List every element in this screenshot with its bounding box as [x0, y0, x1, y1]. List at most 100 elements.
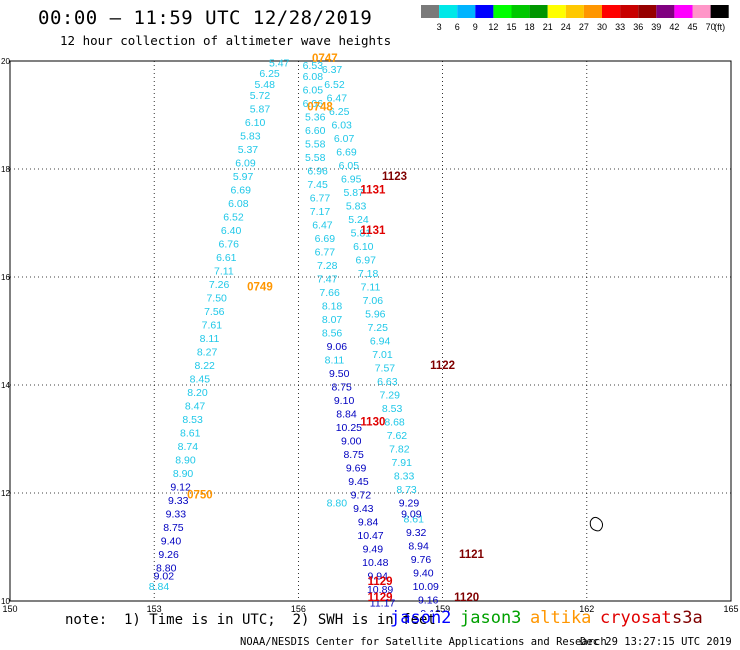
wave-height-value: 10.09 — [413, 581, 439, 593]
colorbar-label: 21 — [543, 22, 553, 32]
wave-height-value: 7.45 — [307, 179, 328, 191]
colorbar-label: 24 — [561, 22, 571, 32]
colorbar-label: 3 — [437, 22, 442, 32]
track-time-label: 1131 — [360, 225, 386, 237]
lat-tick-label: 10 — [1, 597, 10, 606]
page-title: 00:00 — 11:59 UTC 12/28/2019 — [38, 7, 373, 29]
colorbar-label: 39 — [651, 22, 661, 32]
colorbar-swatch — [511, 5, 530, 18]
wave-height-value: 8.20 — [187, 387, 208, 399]
wave-height-value: 8.11 — [200, 333, 220, 345]
wave-height-value: 5.87 — [343, 187, 364, 199]
wave-height-value: 8.73 — [396, 484, 417, 496]
colorbar-label: 15 — [506, 22, 516, 32]
track-time-label: 1130 — [360, 417, 385, 429]
track-time-label: 0747 — [312, 53, 338, 65]
wave-height-value: 6.52 — [324, 79, 345, 91]
lat-tick-label: 12 — [1, 489, 10, 498]
wave-height-value: 9.33 — [166, 508, 187, 520]
wave-height-value: 7.47 — [317, 273, 338, 285]
wave-height-value: 6.69 — [231, 184, 252, 196]
wave-height-value: 6.09 — [235, 157, 256, 169]
colorbar-swatch — [638, 5, 657, 18]
wave-height-value: 6.37 — [322, 64, 343, 76]
wave-height-value: 8.47 — [185, 400, 206, 412]
track-time-label: 1123 — [382, 171, 407, 183]
wave-height-value: 7.01 — [372, 349, 393, 361]
wave-height-value: 9.09 — [401, 508, 422, 520]
wave-height-value: 8.45 — [190, 373, 211, 385]
wave-height-value: 6.47 — [327, 93, 348, 105]
legend-s3a: s3a — [672, 608, 703, 628]
wave-height-value: 7.62 — [387, 430, 408, 442]
wave-height-value: 6.05 — [339, 160, 360, 172]
wave-height-value: 6.69 — [336, 147, 357, 159]
wave-height-value: 8.94 — [408, 541, 429, 553]
lon-tick-label: 150 — [2, 604, 17, 612]
wave-height-value: 9.43 — [353, 503, 374, 515]
colorbar-label: 6 — [455, 22, 460, 32]
wave-height-value: 5.96 — [365, 309, 386, 321]
wave-height-value: 5.48 — [255, 79, 276, 91]
color-scale-legend: 3 6 9 12 15 18 21 24 27 30 33 36 39 42 45 70(ft) — [421, 5, 729, 32]
wave-height-value: 9.00 — [341, 435, 362, 447]
wave-height-value: 6.69 — [315, 233, 336, 245]
lon-tick-label: 159 — [435, 604, 450, 612]
lon-tick-label: 165 — [723, 604, 738, 612]
wave-height-value: 8.75 — [331, 381, 352, 393]
colorbar-label: 45 — [687, 22, 697, 32]
wave-height-value: 6.05 — [303, 84, 324, 96]
wave-height-value: 9.16 — [418, 595, 439, 607]
track-time-label: 1129 — [368, 592, 393, 604]
colorbar-label: 36 — [633, 22, 643, 32]
legend-altika: altika — [530, 608, 592, 628]
wave-height-value: 9.76 — [411, 554, 432, 566]
wave-height-value: 7.17 — [310, 206, 331, 218]
footnote: note: 1) Time is in UTC; 2) SWH is in fe… — [65, 612, 436, 628]
wave-height-value: 8.18 — [322, 300, 343, 312]
wave-height-value: 7.66 — [319, 287, 340, 299]
wave-height-value: 6.25 — [329, 106, 350, 118]
wave-height-value: 6.61 — [216, 252, 237, 264]
wave-height-value: 6.52 — [223, 211, 244, 223]
wave-height-value: 6.03 — [331, 120, 352, 132]
wave-height-value: 5.58 — [305, 138, 326, 150]
wave-height-value: 5.83 — [240, 130, 261, 142]
track-time-label: 1120 — [454, 592, 479, 604]
colorbar-label: 70 — [706, 22, 716, 32]
wave-height-value: 10.47 — [357, 530, 383, 542]
wave-height-value: 6.97 — [355, 255, 376, 267]
wave-height-value: 8.33 — [394, 471, 415, 483]
wave-height-value: 6.10 — [353, 241, 374, 253]
colorbar-label: 42 — [669, 22, 679, 32]
wave-height-value: 8.61 — [180, 427, 201, 439]
wave-height-value: 7.29 — [380, 390, 401, 402]
lat-tick-label: 16 — [1, 273, 10, 282]
wave-height-value: 9.40 — [413, 568, 434, 580]
wave-height-value: 5.97 — [233, 171, 254, 183]
colorbar-swatch — [529, 5, 548, 18]
colorbar-swatch — [547, 5, 566, 18]
lon-tick-label: 156 — [291, 604, 306, 612]
wave-height-value: 8.80 — [156, 562, 177, 574]
track-time-label: 0750 — [187, 489, 213, 501]
colorbar-swatch — [439, 5, 458, 18]
track-time-label: 1129 — [368, 576, 393, 588]
colorbar-swatch — [475, 5, 494, 18]
wave-height-value: 6.07 — [334, 133, 355, 145]
wave-height-value: 9.12 — [420, 608, 441, 612]
colorbar-label: 33 — [615, 22, 625, 32]
wave-height-value: 7.82 — [389, 444, 410, 456]
colorbar-label: (ft) — [714, 22, 725, 32]
wave-height-value: 6.53 — [303, 60, 324, 72]
wave-height-value: 5.72 — [250, 90, 271, 102]
wave-height-value: 10.48 — [362, 557, 388, 569]
wave-height-value: 7.28 — [317, 260, 338, 272]
page-subtitle: 12 hour collection of altimeter wave hei… — [60, 33, 392, 48]
wave-height-value: 10.32 — [372, 611, 398, 612]
wave-height-value: 9.49 — [363, 543, 384, 555]
lon-tick-label: 162 — [579, 604, 594, 612]
track-time-label: 0748 — [307, 102, 333, 114]
track-time-label: 1122 — [430, 360, 455, 372]
wave-height-value: 6.60 — [305, 125, 326, 137]
